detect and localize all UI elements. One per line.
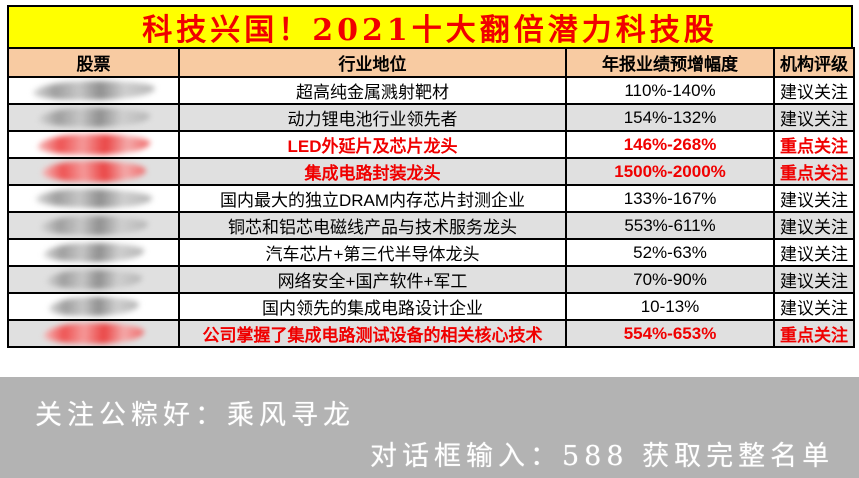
stock-cell bbox=[7, 265, 180, 294]
industry-position-cell: 国内最大的独立DRAM内存芯片封测企业 bbox=[178, 184, 567, 213]
growth-range-cell: 110%-140% bbox=[565, 76, 775, 105]
redacted-stock-name bbox=[40, 161, 147, 182]
table-row: 网络安全+国产软件+军工 70%-90% 建议关注 bbox=[7, 265, 855, 294]
growth-range-cell: 553%-611% bbox=[565, 211, 775, 240]
redacted-stock-name bbox=[48, 296, 139, 317]
header-cell-growth: 年报业绩预增幅度 bbox=[565, 47, 775, 78]
industry-position-cell: 集成电路封装龙头 bbox=[178, 157, 567, 186]
rating-cell: 建议关注 bbox=[773, 103, 855, 132]
growth-range-cell: 133%-167% bbox=[565, 184, 775, 213]
growth-range-cell: 10-13% bbox=[565, 292, 775, 321]
rating-cell: 建议关注 bbox=[773, 211, 855, 240]
header-cell-rating: 机构评级 bbox=[773, 47, 855, 78]
industry-position-cell: 超高纯金属溅射靶材 bbox=[178, 76, 567, 105]
growth-range-cell: 146%-268% bbox=[565, 130, 775, 159]
stock-cell bbox=[7, 130, 180, 159]
redacted-stock-name bbox=[42, 243, 145, 262]
rating-cell: 重点关注 bbox=[773, 319, 855, 348]
stock-cell bbox=[7, 319, 180, 348]
footer-note-line2: 对话框输入：588 获取完整名单 bbox=[370, 441, 835, 472]
table-row: 超高纯金属溅射靶材 110%-140% 建议关注 bbox=[7, 76, 855, 105]
table-row: 动力锂电池行业领先者 154%-132% 建议关注 bbox=[7, 103, 855, 132]
table-row: 国内最大的独立DRAM内存芯片封测企业 133%-167% 建议关注 bbox=[7, 184, 855, 213]
table-row: LED外延片及芯片龙头 146%-268% 重点关注 bbox=[7, 130, 855, 159]
table-row: 汽车芯片+第三代半导体龙头 52%-63% 建议关注 bbox=[7, 238, 855, 267]
footer-strip: 关注公粽好：乘风寻龙 对话框输入：588 获取完整名单 bbox=[0, 377, 859, 478]
header-cell-stock: 股票 bbox=[7, 47, 180, 78]
redacted-stock-name bbox=[42, 323, 145, 344]
industry-position-cell: LED外延片及芯片龙头 bbox=[178, 130, 567, 159]
industry-position-cell: 动力锂电池行业领先者 bbox=[178, 103, 567, 132]
rating-cell: 重点关注 bbox=[773, 157, 855, 186]
stock-table: 股票 行业地位 年报业绩预增幅度 机构评级 超高纯金属溅射靶材 110%-140… bbox=[7, 47, 855, 348]
title-banner: 科技兴国！2021十大翻倍潜力科技股 bbox=[7, 5, 853, 49]
redacted-stock-name bbox=[36, 134, 151, 155]
footer-note-line1: 关注公粽好：乘风寻龙 bbox=[35, 400, 355, 431]
growth-range-cell: 70%-90% bbox=[565, 265, 775, 294]
header-cell-industry: 行业地位 bbox=[178, 47, 567, 78]
redacted-stock-name bbox=[36, 108, 151, 127]
growth-range-cell: 1500%-2000% bbox=[565, 157, 775, 186]
growth-range-cell: 554%-653% bbox=[565, 319, 775, 348]
table-row: 国内领先的集成电路设计企业 10-13% 建议关注 bbox=[7, 292, 855, 321]
rating-cell: 重点关注 bbox=[773, 130, 855, 159]
stock-cell bbox=[7, 103, 180, 132]
table-row: 铜芯和铝芯电磁线产品与技术服务龙头 553%-611% 建议关注 bbox=[7, 211, 855, 240]
industry-position-cell: 汽车芯片+第三代半导体龙头 bbox=[178, 238, 567, 267]
table-header-row: 股票 行业地位 年报业绩预增幅度 机构评级 bbox=[7, 47, 855, 78]
rating-cell: 建议关注 bbox=[773, 292, 855, 321]
table-row: 公司掌握了集成电路测试设备的相关核心技术 554%-653% 重点关注 bbox=[7, 319, 855, 348]
stock-cell bbox=[7, 211, 180, 240]
stock-cell bbox=[7, 184, 180, 213]
redacted-stock-name bbox=[38, 216, 149, 235]
industry-position-cell: 铜芯和铝芯电磁线产品与技术服务龙头 bbox=[178, 211, 567, 240]
table-body: 超高纯金属溅射靶材 110%-140% 建议关注 动力锂电池行业领先者 154%… bbox=[7, 76, 855, 348]
growth-range-cell: 52%-63% bbox=[565, 238, 775, 267]
growth-range-cell: 154%-132% bbox=[565, 103, 775, 132]
industry-position-cell: 国内领先的集成电路设计企业 bbox=[178, 292, 567, 321]
redacted-stock-name bbox=[44, 270, 143, 289]
stock-cell bbox=[7, 238, 180, 267]
rating-cell: 建议关注 bbox=[773, 238, 855, 267]
industry-position-cell: 网络安全+国产软件+军工 bbox=[178, 265, 567, 294]
rating-cell: 建议关注 bbox=[773, 184, 855, 213]
page-title: 科技兴国！2021十大翻倍潜力科技股 bbox=[142, 13, 718, 48]
stock-cell bbox=[7, 157, 180, 186]
table-row: 集成电路封装龙头 1500%-2000% 重点关注 bbox=[7, 157, 855, 186]
redacted-stock-name bbox=[31, 79, 156, 102]
industry-position-cell: 公司掌握了集成电路测试设备的相关核心技术 bbox=[178, 319, 567, 348]
redacted-stock-name bbox=[35, 187, 152, 210]
rating-cell: 建议关注 bbox=[773, 265, 855, 294]
rating-cell: 建议关注 bbox=[773, 76, 855, 105]
stock-cell bbox=[7, 292, 180, 321]
stock-cell bbox=[7, 76, 180, 105]
